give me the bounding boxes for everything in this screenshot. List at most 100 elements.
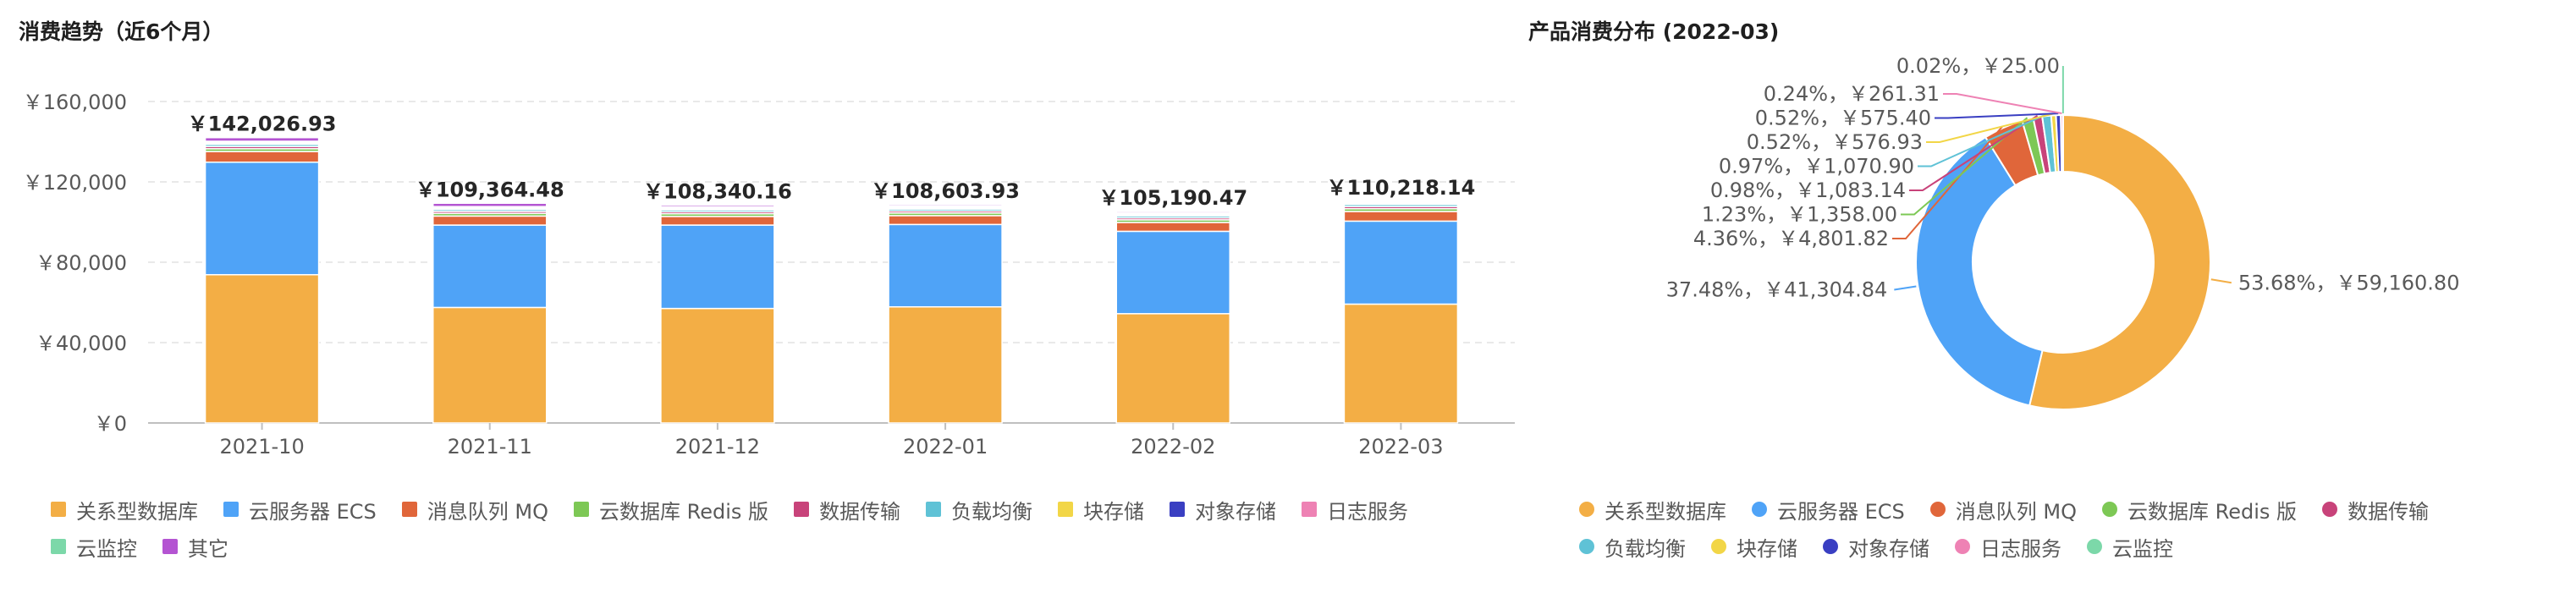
bar-segment	[888, 204, 1003, 207]
legend-swatch	[794, 502, 810, 517]
bar-segment	[660, 307, 775, 424]
legend-swatch	[1955, 539, 1970, 554]
bar-segment	[204, 136, 320, 142]
x-tick-label: 2021-11	[448, 435, 532, 458]
legend-label: 日志服务	[1980, 536, 2061, 561]
legend-item[interactable]: 云监控	[2087, 535, 2173, 561]
slice-label: 37.48%，￥41,304.84	[1666, 277, 1888, 301]
legend-item[interactable]: 对象存储	[1170, 497, 1277, 524]
leader-line	[1909, 114, 2039, 191]
leader-line	[1935, 113, 2059, 119]
legend-label: 关系型数据库	[76, 499, 198, 524]
leader-line	[1918, 113, 2047, 167]
legend-item[interactable]: 其它	[162, 535, 228, 561]
legend-label: 对象存储	[1195, 499, 1277, 524]
legend-label: 数据传输	[2348, 499, 2430, 524]
trend-chart-legend: 关系型数据库 云服务器 ECS 消息队列 MQ 云数据库 Redis 版 数据传输 负载均…	[51, 497, 1506, 561]
legend-label: 消息队列 MQ	[427, 499, 549, 524]
legend-label: 云数据库 Redis 版	[2127, 499, 2298, 524]
legend-label: 日志服务	[1327, 499, 1409, 524]
legend-item[interactable]: 关系型数据库	[51, 497, 198, 524]
leader-line	[1943, 93, 2062, 114]
trend-chart-title: 消费趋势（近6个月）	[19, 19, 224, 44]
legend-swatch	[1929, 502, 1946, 517]
donut-slice	[2028, 113, 2211, 410]
legend-label: 其它	[188, 536, 228, 561]
legend-item[interactable]: 块存储	[1711, 535, 1797, 561]
legend-swatch	[51, 502, 66, 517]
slice-label: 53.68%，￥59,160.80	[2238, 271, 2460, 294]
bar-segment	[888, 305, 1003, 424]
legend-swatch	[1170, 502, 1186, 517]
consumption-trend-bar-chart: ￥0 ￥40,000 ￥80,000 ￥120,000 ￥160,000 2021-10 ￥…	[23, 91, 1515, 458]
legend-swatch	[1579, 539, 1594, 554]
legend-item[interactable]: 日志服务	[1955, 535, 2061, 561]
bar-segment	[432, 224, 548, 309]
x-tick-label: 2021-12	[675, 435, 760, 458]
leader-line	[1901, 117, 2028, 216]
legend-label: 负载均衡	[1604, 536, 1686, 561]
x-tick-label: 2022-01	[903, 435, 988, 458]
bar-segment	[660, 204, 775, 208]
legend-label: 云监控	[76, 536, 137, 561]
legend-item[interactable]: 云服务器 ECS	[1752, 497, 1905, 524]
legend-swatch	[401, 502, 417, 517]
distribution-chart-title: 产品消费分布 (2022-03)	[1528, 19, 1780, 44]
legend-item[interactable]: 负载均衡	[1579, 535, 1686, 561]
legend-label: 负载均衡	[951, 499, 1033, 524]
legend-item[interactable]: 数据传输	[794, 497, 901, 524]
legend-label: 关系型数据库	[1604, 499, 1726, 524]
legend-swatch	[574, 502, 590, 517]
legend-label: 块存储	[1737, 536, 1797, 561]
legend-swatch	[1579, 502, 1594, 517]
legend-item[interactable]: 云服务器 ECS	[223, 497, 377, 524]
legend-item[interactable]: 日志服务	[1302, 497, 1409, 524]
legend-item[interactable]: 数据传输	[2322, 497, 2430, 524]
legend-swatch	[51, 539, 66, 554]
legend-swatch	[162, 539, 178, 554]
leader-line	[1926, 113, 2054, 143]
legend-swatch	[1752, 502, 1767, 517]
distribution-chart-legend: 关系型数据库 云服务器 ECS 消息队列 MQ 云数据库 Redis 版 数据传输负载均…	[1579, 497, 2561, 561]
legend-label: 云数据库 Redis 版	[599, 499, 769, 524]
legend-swatch	[2102, 502, 2118, 517]
bar-segment	[1343, 303, 1459, 424]
y-tick-label: ￥80,000	[36, 251, 127, 275]
leader-line	[1892, 125, 2004, 239]
legend-item[interactable]: 云数据库 Redis 版	[2102, 497, 2298, 524]
legend-label: 消息队列 MQ	[1955, 499, 2078, 524]
y-tick-label: ￥120,000	[23, 171, 127, 195]
legend-item[interactable]: 块存储	[1058, 497, 1145, 524]
slice-label: 0.52%，￥576.93	[1747, 130, 1923, 154]
legend-swatch	[2087, 539, 2102, 554]
slice-label: 0.24%，￥261.31	[1764, 82, 1940, 106]
bar-segment	[1115, 230, 1230, 315]
bar-total-label: ￥142,026.93	[188, 113, 337, 136]
bar-segment	[432, 202, 548, 207]
slice-label: 0.97%，￥1,070.90	[1719, 155, 1914, 178]
legend-label: 数据传输	[819, 499, 901, 524]
legend-swatch	[2322, 502, 2338, 517]
bar-segment	[1115, 211, 1230, 214]
legend-label: 块存储	[1083, 499, 1145, 524]
legend-label: 对象存储	[1848, 536, 1929, 561]
x-tick-label: 2022-02	[1131, 435, 1215, 458]
bar-segment	[888, 223, 1003, 308]
bar-total-label: ￥105,190.47	[1098, 186, 1247, 210]
leader-line	[1894, 285, 1917, 291]
legend-item[interactable]: 负载均衡	[926, 497, 1033, 524]
legend-item[interactable]: 关系型数据库	[1579, 497, 1726, 524]
legend-label: 云服务器 ECS	[1777, 499, 1905, 524]
legend-item[interactable]: 消息队列 MQ	[1929, 497, 2078, 524]
legend-item[interactable]: 云数据库 Redis 版	[574, 497, 769, 524]
bar-total-label: ￥109,364.48	[416, 178, 564, 201]
x-tick-label: 2021-10	[219, 435, 304, 458]
legend-item[interactable]: 消息队列 MQ	[401, 497, 549, 524]
legend-item[interactable]: 对象存储	[1823, 535, 1929, 561]
legend-swatch	[223, 502, 239, 517]
bar-total-label: ￥108,603.93	[871, 179, 1020, 203]
legend-item[interactable]: 云监控	[51, 535, 137, 561]
legend-swatch	[1058, 502, 1074, 517]
slice-label: 0.98%，￥1,083.14	[1710, 178, 1906, 202]
leader-line	[2210, 278, 2232, 284]
